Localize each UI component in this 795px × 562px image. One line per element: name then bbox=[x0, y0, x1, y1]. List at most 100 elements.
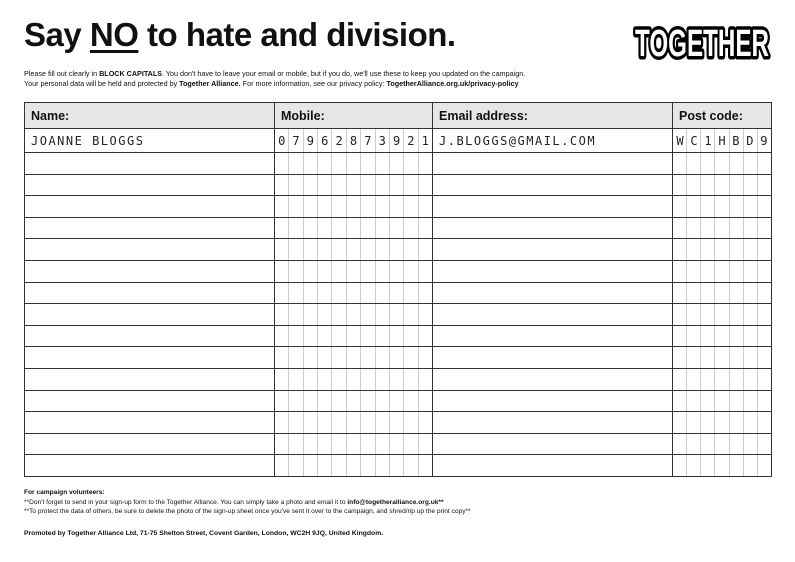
mobile-digit-box bbox=[388, 217, 403, 239]
postcode-field[interactable] bbox=[672, 196, 771, 217]
mobile-digit-box bbox=[317, 347, 331, 368]
postcode-boxes bbox=[673, 196, 771, 217]
postcode-field[interactable] bbox=[672, 239, 771, 260]
postcode-value bbox=[673, 196, 676, 217]
mobile-field[interactable] bbox=[274, 368, 432, 390]
mobile-field[interactable] bbox=[274, 239, 432, 260]
postcode-field[interactable] bbox=[672, 455, 771, 476]
email-field[interactable] bbox=[432, 153, 672, 174]
header-postcode: Post code: bbox=[672, 103, 771, 128]
email-field[interactable] bbox=[432, 390, 672, 412]
email-field[interactable] bbox=[432, 347, 672, 368]
name-field[interactable] bbox=[25, 347, 274, 368]
mobile-field[interactable] bbox=[274, 260, 432, 282]
postcode-field[interactable] bbox=[672, 282, 771, 304]
name-field[interactable] bbox=[25, 218, 274, 239]
postcode-digit-box bbox=[714, 347, 728, 368]
email-field[interactable] bbox=[432, 239, 672, 260]
mobile-field[interactable] bbox=[274, 325, 432, 347]
email-field[interactable]: J.BLOGGS@GMAIL.COM bbox=[432, 129, 672, 152]
email-field[interactable] bbox=[432, 217, 672, 239]
name-field[interactable] bbox=[25, 239, 274, 260]
mobile-digit-box bbox=[275, 347, 288, 368]
name-field[interactable] bbox=[25, 261, 274, 282]
mobile-digit-box bbox=[302, 368, 317, 390]
privacy-policy-link[interactable]: TogetherAlliance.org.uk/privacy-policy bbox=[386, 79, 519, 88]
postcode-digit-box bbox=[714, 239, 728, 260]
email-field[interactable] bbox=[432, 196, 672, 217]
postcode-field[interactable] bbox=[672, 153, 771, 174]
postcode-field[interactable] bbox=[672, 304, 771, 325]
email-link[interactable]: info@togetheralliance.org.uk** bbox=[347, 498, 444, 506]
name-field[interactable] bbox=[25, 304, 274, 325]
email-field[interactable] bbox=[432, 282, 672, 304]
name-field[interactable]: JOANNE BLOGGS bbox=[25, 129, 274, 152]
mobile-digit-box bbox=[331, 304, 345, 325]
postcode-field[interactable] bbox=[672, 433, 771, 455]
email-field[interactable] bbox=[432, 260, 672, 282]
name-field[interactable] bbox=[25, 283, 274, 304]
name-field[interactable] bbox=[25, 326, 274, 347]
mobile-field[interactable] bbox=[274, 304, 432, 325]
email-field[interactable] bbox=[432, 368, 672, 390]
mobile-digit-box bbox=[288, 412, 302, 433]
email-field[interactable] bbox=[432, 412, 672, 433]
mobile-digit-box bbox=[345, 304, 360, 325]
postcode-digit-box bbox=[756, 304, 771, 325]
name-field[interactable] bbox=[25, 175, 274, 196]
mobile-digit-box bbox=[345, 368, 360, 390]
mobile-field[interactable] bbox=[274, 455, 432, 476]
mobile-digit-box bbox=[345, 282, 360, 304]
postcode-field[interactable] bbox=[672, 347, 771, 368]
postcode-digit-box bbox=[728, 153, 743, 174]
postcode-digit-box bbox=[742, 174, 757, 196]
table-row bbox=[25, 216, 771, 239]
mobile-digit-box bbox=[374, 239, 389, 260]
postcode-value: WC1HBD9 bbox=[676, 133, 775, 148]
postcode-field[interactable] bbox=[672, 412, 771, 433]
email-field[interactable] bbox=[432, 433, 672, 455]
postcode-field[interactable] bbox=[672, 174, 771, 196]
name-field[interactable] bbox=[25, 391, 274, 412]
mobile-field[interactable] bbox=[274, 153, 432, 174]
postcode-digit-box bbox=[728, 196, 743, 217]
page-title: Say NO to hate and division. bbox=[24, 16, 456, 54]
mobile-digit-box bbox=[331, 455, 345, 476]
postcode-field[interactable] bbox=[672, 368, 771, 390]
postcode-digit-box bbox=[728, 368, 743, 390]
mobile-boxes bbox=[275, 239, 432, 260]
postcode-field[interactable] bbox=[672, 325, 771, 347]
mobile-field[interactable] bbox=[274, 174, 432, 196]
email-field[interactable] bbox=[432, 455, 672, 476]
mobile-digit-box bbox=[317, 368, 331, 390]
name-field[interactable] bbox=[25, 412, 274, 433]
name-field[interactable] bbox=[25, 434, 274, 455]
mobile-digit-box bbox=[331, 368, 345, 390]
postcode-field[interactable]: WC1HBD9 bbox=[672, 129, 771, 152]
mobile-boxes bbox=[275, 196, 432, 217]
postcode-boxes bbox=[673, 390, 771, 412]
name-field[interactable] bbox=[25, 196, 274, 217]
mobile-field[interactable] bbox=[274, 433, 432, 455]
email-field[interactable] bbox=[432, 304, 672, 325]
mobile-digit-box: 9 bbox=[388, 129, 403, 152]
mobile-field[interactable] bbox=[274, 282, 432, 304]
table-row bbox=[25, 346, 771, 368]
mobile-field[interactable] bbox=[274, 196, 432, 217]
mobile-digit-box bbox=[302, 304, 317, 325]
mobile-digit-box bbox=[403, 282, 417, 304]
mobile-field[interactable] bbox=[274, 390, 432, 412]
postcode-field[interactable] bbox=[672, 217, 771, 239]
postcode-field[interactable] bbox=[672, 260, 771, 282]
mobile-field[interactable] bbox=[274, 347, 432, 368]
mobile-field[interactable] bbox=[274, 217, 432, 239]
email-field[interactable] bbox=[432, 325, 672, 347]
name-field[interactable] bbox=[25, 455, 274, 476]
email-field[interactable] bbox=[432, 174, 672, 196]
postcode-digit-box bbox=[686, 433, 700, 455]
name-field[interactable] bbox=[25, 369, 274, 390]
postcode-field[interactable] bbox=[672, 390, 771, 412]
name-field[interactable] bbox=[25, 153, 274, 174]
mobile-field[interactable] bbox=[274, 412, 432, 433]
